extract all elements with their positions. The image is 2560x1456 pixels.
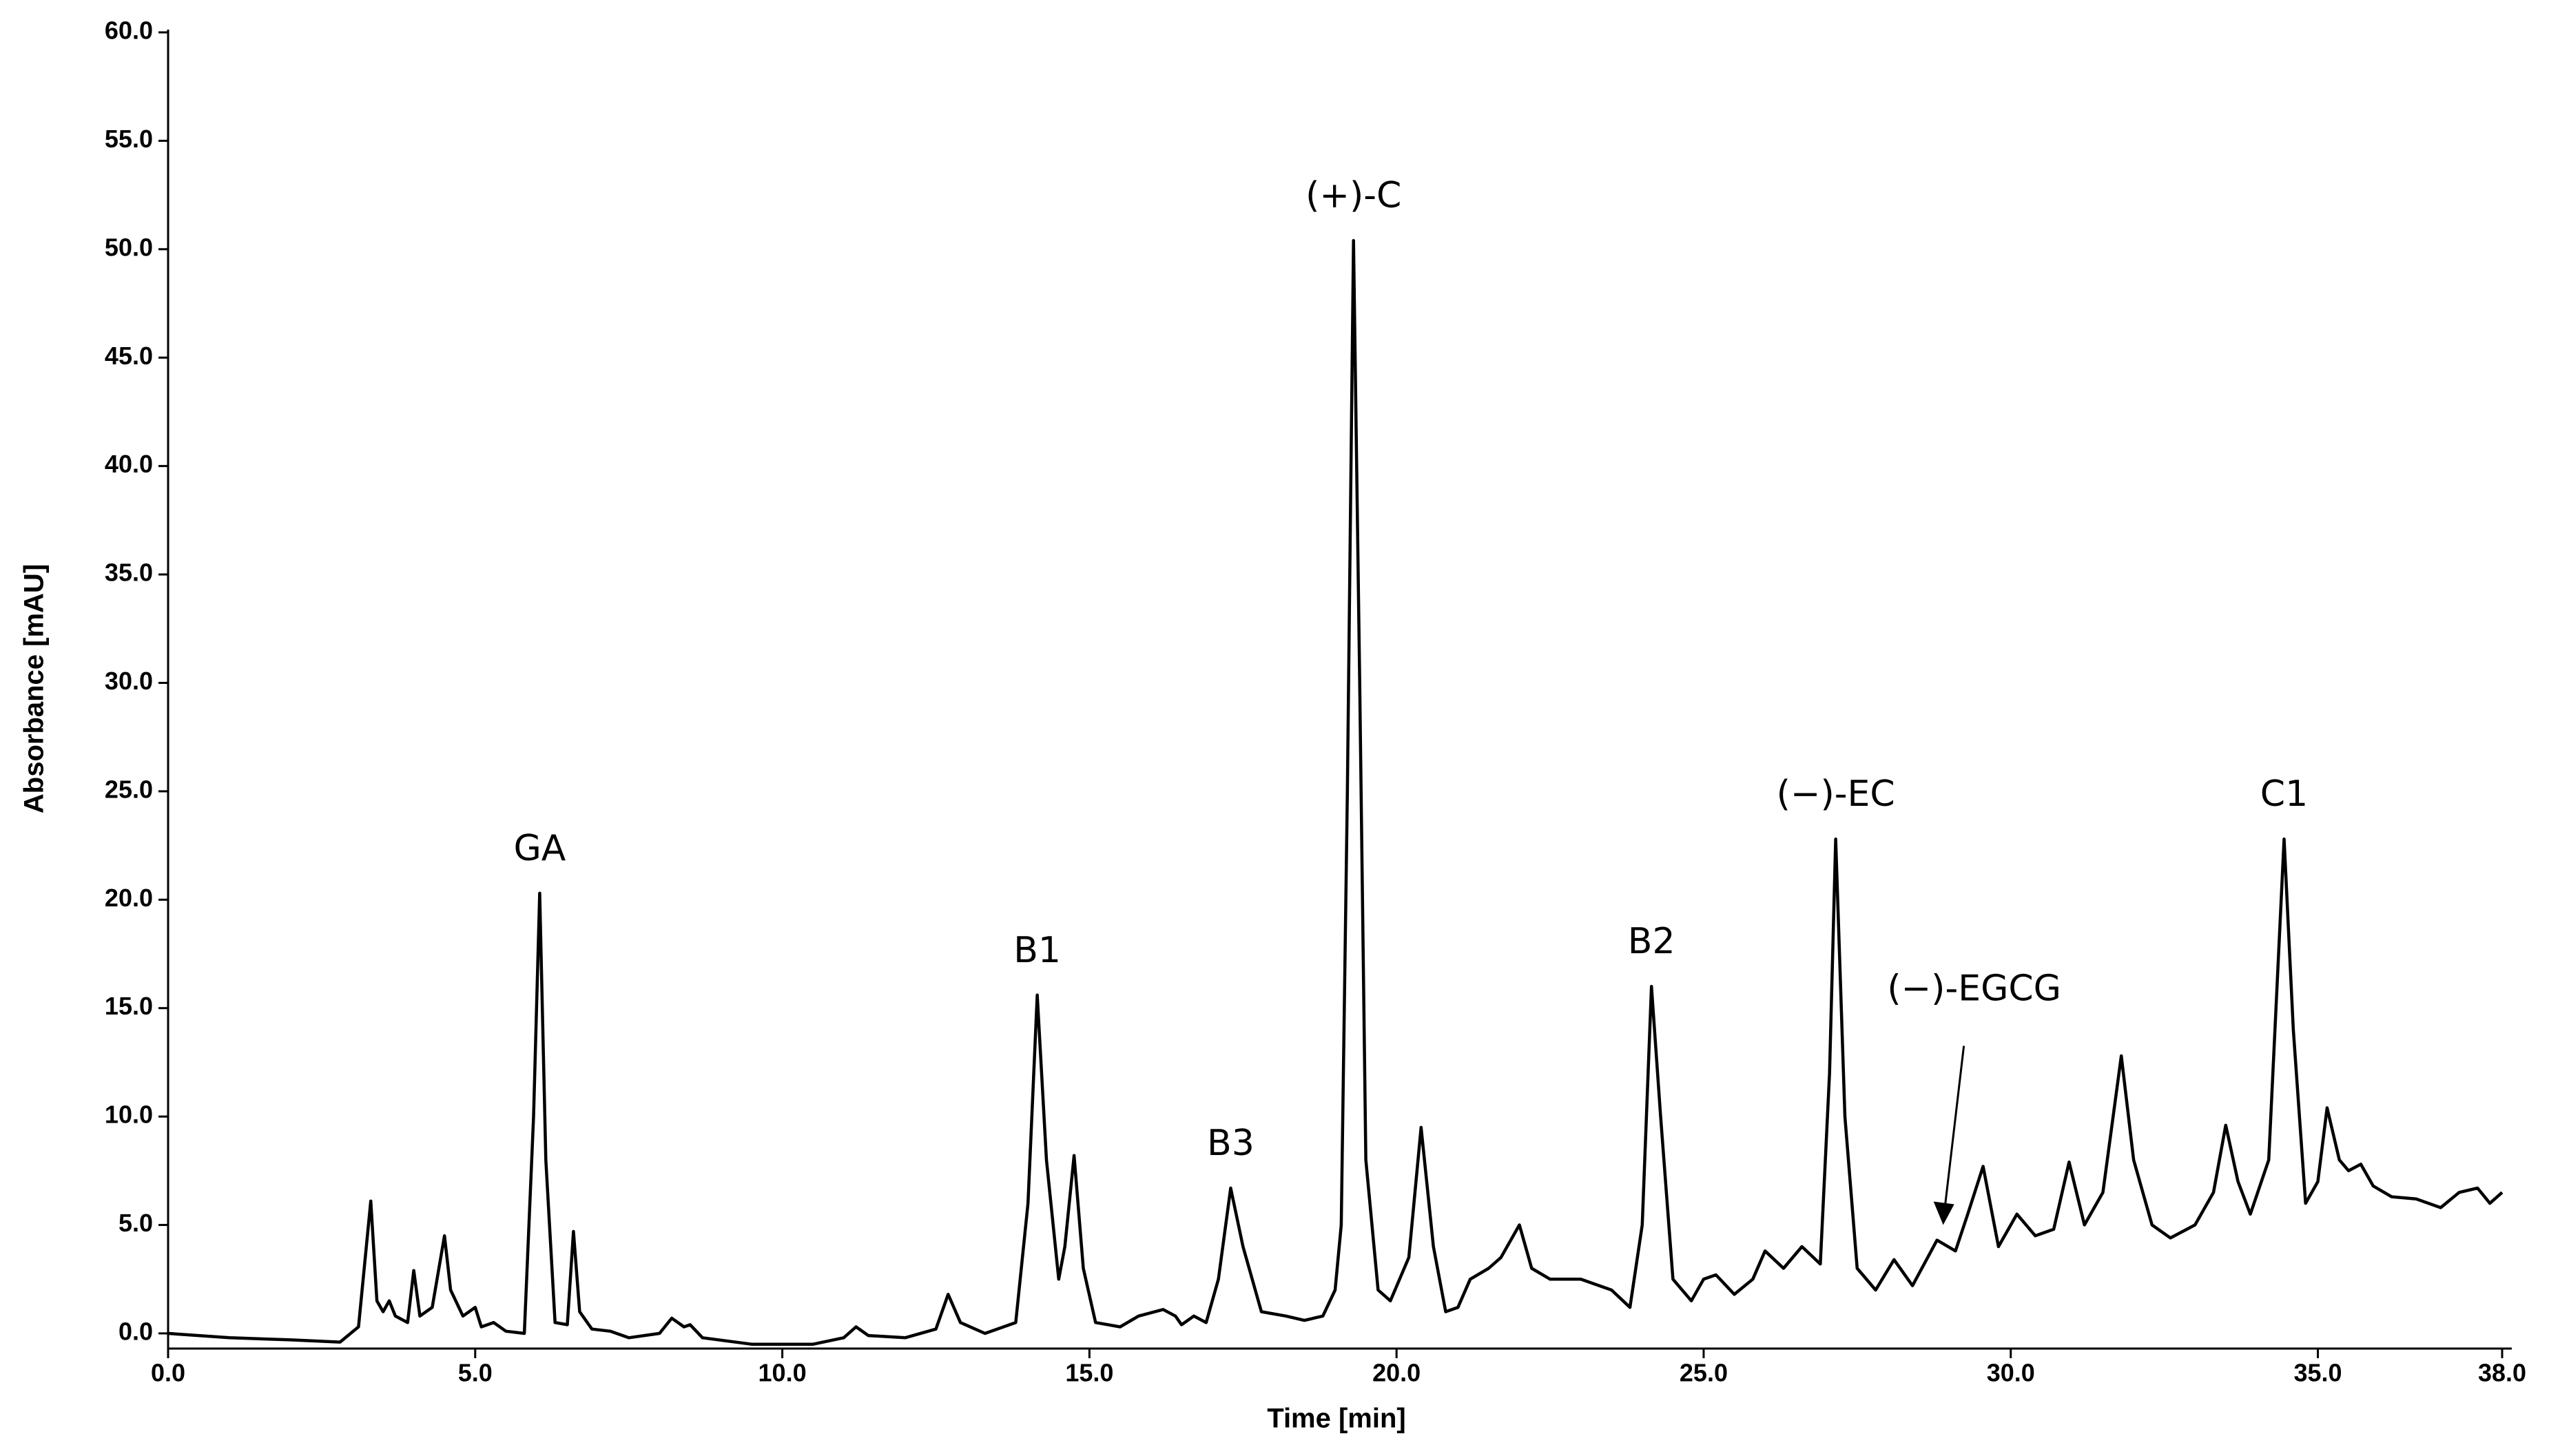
annotation: B3 bbox=[1207, 1123, 1255, 1164]
x-tick-label: 25.0 bbox=[1680, 1359, 1728, 1387]
y-tick-label: 0.0 bbox=[118, 1317, 153, 1345]
y-tick-label: 20.0 bbox=[105, 884, 153, 912]
y-tick-label: 55.0 bbox=[105, 125, 153, 153]
x-tick-label: 35.0 bbox=[2293, 1359, 2342, 1387]
annotation: (−)-EGCG bbox=[1887, 968, 2061, 1010]
trace bbox=[167, 238, 2504, 1346]
y-tick-label: 30.0 bbox=[105, 667, 153, 695]
y-tick-label: 45.0 bbox=[105, 342, 153, 370]
annotation: GA bbox=[513, 828, 566, 869]
y-tick-label: 25.0 bbox=[105, 775, 153, 803]
y-tick-label: 5.0 bbox=[118, 1209, 153, 1237]
y-tick-label: 50.0 bbox=[105, 233, 153, 261]
arrow-head bbox=[1933, 1201, 1954, 1225]
y-tick-label: 10.0 bbox=[105, 1101, 153, 1129]
x-tick-label: 0.0 bbox=[151, 1359, 185, 1387]
x-tick-label: 10.0 bbox=[758, 1359, 807, 1387]
y-tick-label: 40.0 bbox=[105, 450, 153, 478]
y-tick-label: 60.0 bbox=[105, 17, 153, 45]
annotation: (+)-C bbox=[1305, 175, 1401, 216]
x-tick-label: 5.0 bbox=[458, 1359, 493, 1387]
annotation: (−)-EC bbox=[1777, 773, 1895, 815]
annotation: C1 bbox=[2260, 773, 2308, 815]
x-tick-label: 20.0 bbox=[1372, 1359, 1421, 1387]
y-tick-label: 15.0 bbox=[105, 992, 153, 1020]
annotation-arrow bbox=[1944, 1046, 1965, 1205]
x-tick-label: 30.0 bbox=[1987, 1359, 2035, 1387]
annotation: B1 bbox=[1013, 930, 1061, 971]
x-axis-label: Time [min] bbox=[1267, 1404, 1406, 1434]
x-tick-label: 15.0 bbox=[1065, 1359, 1113, 1387]
annotation: B2 bbox=[1628, 921, 1675, 962]
y-axis-label: Absorbance [mAU] bbox=[19, 564, 50, 813]
x-tick-label: 38.0 bbox=[2478, 1359, 2526, 1387]
y-tick-label: 35.0 bbox=[105, 559, 153, 587]
